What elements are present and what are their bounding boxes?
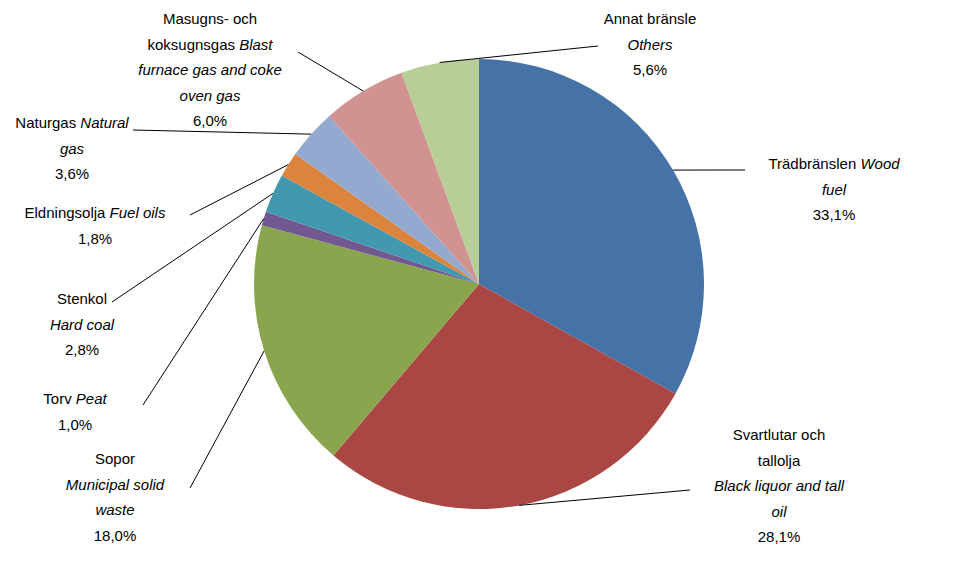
svg-text:SoporMunicipal solidwaste18,0%: SoporMunicipal solidwaste18,0% (66, 450, 165, 544)
svg-text:Trädbränslen Woodfuel33,1%: Trädbränslen Woodfuel33,1% (768, 155, 900, 223)
svg-text:Annat bränsleOthers5,6%: Annat bränsleOthers5,6% (604, 10, 697, 78)
svg-text:Masugns- ochkoksugnsgas Blastf: Masugns- ochkoksugnsgas Blastfurnace gas… (138, 10, 281, 129)
svg-text:Eldningsolja Fuel oils1,8%: Eldningsolja Fuel oils1,8% (25, 204, 166, 247)
svg-text:StenkolHard coal2,8%: StenkolHard coal2,8% (50, 290, 115, 358)
svg-text:Naturgas Naturalgas3,6%: Naturgas Naturalgas3,6% (15, 114, 129, 182)
svg-text:Svartlutar ochtalloljaBlack li: Svartlutar ochtalloljaBlack liquor and t… (714, 426, 845, 545)
svg-text:Torv Peat1,0%: Torv Peat1,0% (43, 390, 107, 433)
